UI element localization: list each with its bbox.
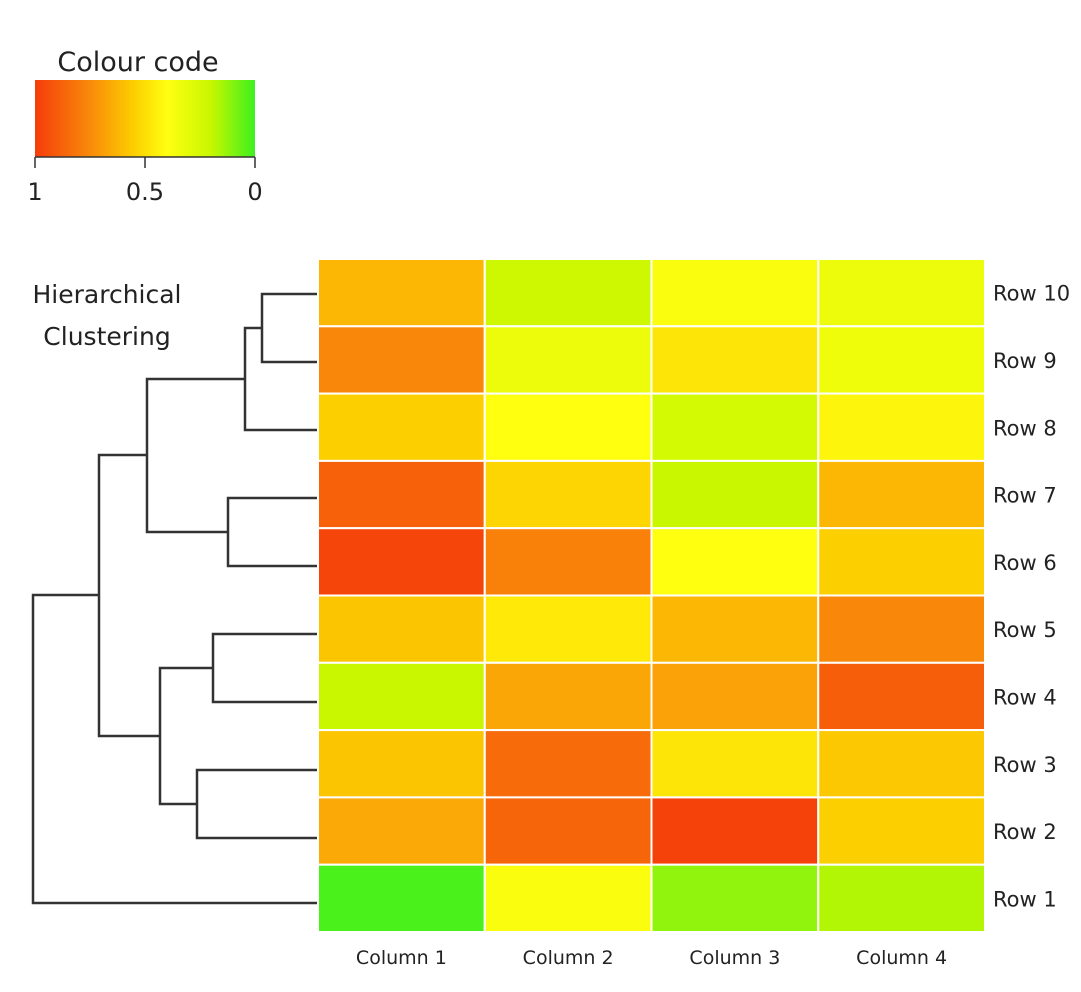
row-label: Row 6 (993, 551, 1057, 575)
legend-ticks: 1 0.5 0 (27, 157, 263, 206)
row-label: Row 10 (993, 282, 1070, 306)
heatmap-cell (483, 459, 653, 530)
heatmap-cell (483, 527, 653, 597)
heatmap-cell (817, 258, 986, 328)
row-label: Row 9 (993, 349, 1057, 373)
heatmap-cell (817, 863, 986, 934)
heatmap-cell (483, 796, 653, 866)
heatmap-grid (317, 258, 986, 934)
heatmap-cell (317, 661, 486, 732)
legend-tick-label: 0 (247, 178, 262, 206)
row-label: Row 4 (993, 685, 1057, 709)
heatmap-cell (483, 258, 653, 328)
heatmap-cell (317, 325, 486, 395)
dendrogram-title-line2: Clustering (43, 322, 170, 351)
heatmap-cell (650, 796, 820, 866)
row-label: Row 8 (993, 416, 1057, 440)
row-label: Row 3 (993, 753, 1057, 777)
legend-color-bar (35, 80, 255, 157)
heatmap-cell (817, 392, 986, 462)
row-label: Row 5 (993, 618, 1057, 642)
heatmap-cell (483, 863, 653, 934)
heatmap-cell (317, 863, 486, 934)
heatmap-cell (317, 594, 486, 664)
column-labels: Column 1 Column 2 Column 3 Column 4 (356, 947, 947, 969)
heatmap-cell (317, 459, 486, 530)
heatmap-cell (817, 325, 986, 395)
heatmap-cell (317, 729, 486, 799)
heatmap-cell (817, 729, 986, 799)
column-label: Column 3 (689, 947, 780, 969)
heatmap-cell (817, 527, 986, 597)
row-label: Row 7 (993, 484, 1057, 508)
colour-legend: Colour code 1 0.5 0 (27, 47, 262, 206)
dendrogram-title-line1: Hierarchical (33, 280, 182, 309)
heatmap-cell (483, 392, 653, 462)
row-labels: Row 10 Row 9 Row 8 Row 7 Row 6 Row 5 Row 4 Row … (993, 282, 1070, 912)
legend-title: Colour code (57, 47, 218, 78)
dendrogram-tree (31, 292, 318, 905)
heatmap-cell (650, 392, 820, 462)
heatmap-cell (817, 594, 986, 664)
heatmap-cell (650, 594, 820, 664)
column-label: Column 4 (856, 947, 947, 969)
heatmap-cell (650, 325, 820, 395)
row-label: Row 1 (993, 887, 1057, 911)
row-label: Row 2 (993, 820, 1057, 844)
heatmap-cell (483, 594, 653, 664)
heatmap-cell (817, 459, 986, 530)
heatmap-cell (317, 527, 486, 597)
heatmap-cell (483, 661, 653, 732)
heatmap-cell (650, 863, 820, 934)
heatmap-cell (317, 392, 486, 462)
heatmap-cell (317, 796, 486, 866)
column-label: Column 2 (523, 947, 614, 969)
heatmap-cell (650, 459, 820, 530)
heatmap-cell (817, 661, 986, 732)
heatmap-cell (650, 661, 820, 732)
legend-tick-label: 1 (27, 178, 42, 206)
column-label: Column 1 (356, 947, 447, 969)
heatmap-cell (483, 325, 653, 395)
legend-tick-label: 0.5 (126, 178, 164, 206)
heatmap-cell (650, 258, 820, 328)
heatmap-cell (650, 729, 820, 799)
heatmap-cell (483, 729, 653, 799)
heatmap-cell (317, 258, 486, 328)
heatmap-cell (817, 796, 986, 866)
heatmap-cell (650, 527, 820, 597)
